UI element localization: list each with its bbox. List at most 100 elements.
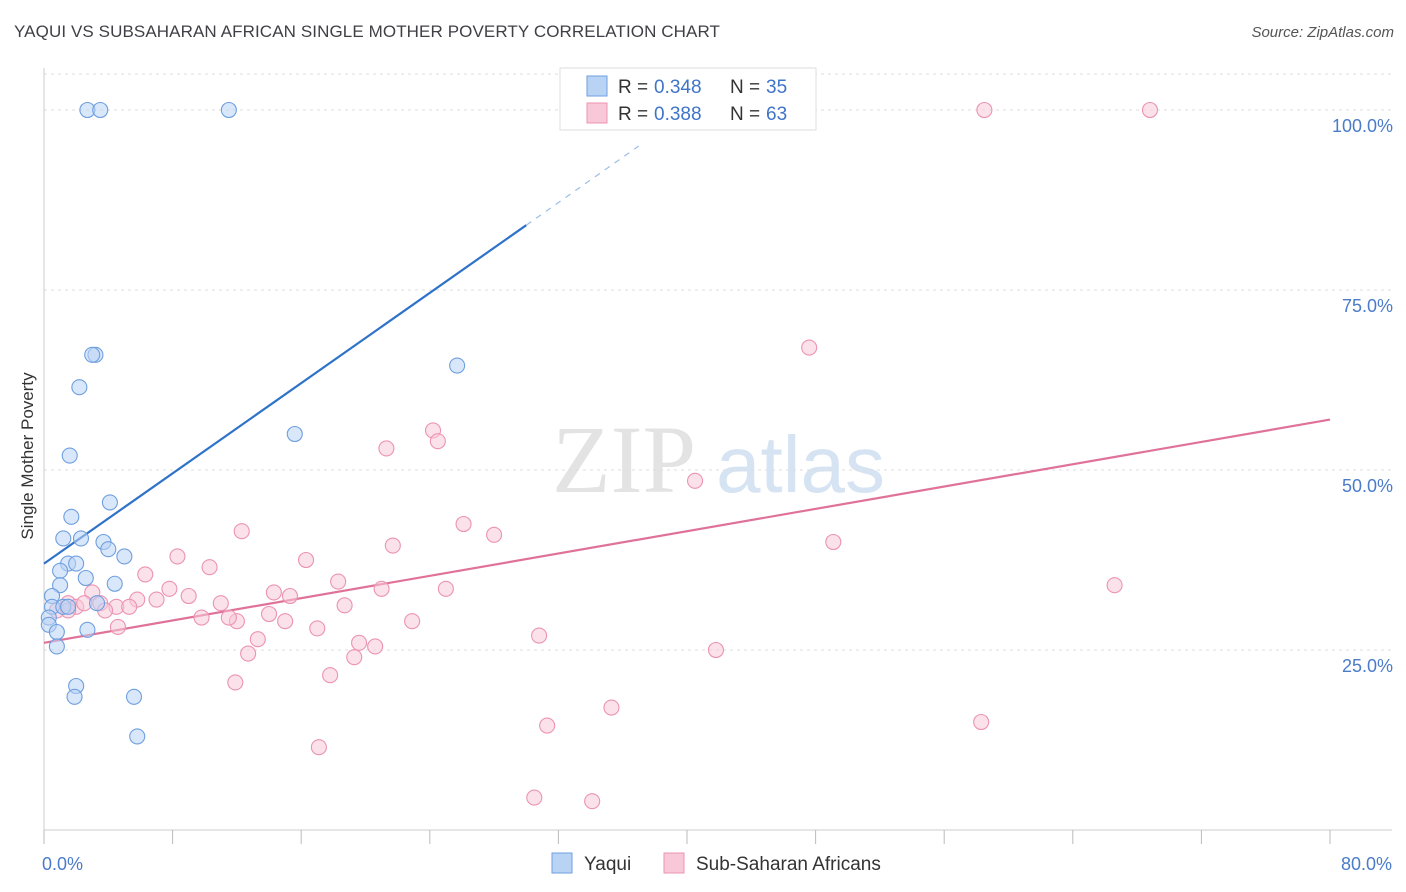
- bottom-legend-yaqui-swatch: [551, 852, 573, 874]
- point-ssa-49: [351, 634, 368, 651]
- point-ssa-44: [309, 620, 326, 637]
- point-yaqui-1: [92, 101, 109, 119]
- point-ssa-34: [336, 597, 353, 614]
- point-ssa-5: [378, 440, 395, 457]
- point-yaqui-21: [106, 575, 123, 592]
- point-ssa-8: [233, 523, 250, 540]
- point-ssa-58: [310, 739, 327, 756]
- point-ssa-54: [322, 667, 339, 684]
- point-yaqui-19: [77, 569, 94, 587]
- legend-yaqui-n: 35: [766, 77, 787, 98]
- bottom-legend: Yaqui Sub-Saharan Africans: [551, 852, 881, 875]
- axes: [43, 68, 1392, 844]
- point-ssa-19: [373, 580, 390, 597]
- y-tick-label-1: 50.0%: [1342, 476, 1393, 496]
- legend-ssa-r-label: R =: [618, 104, 648, 125]
- legend-ssa-n: 63: [766, 104, 787, 125]
- point-ssa-17: [1106, 577, 1123, 594]
- point-ssa-22: [265, 584, 282, 601]
- point-ssa-15: [137, 566, 154, 583]
- y-tick-label-0: 25.0%: [1342, 656, 1393, 676]
- legend-yaqui-r-label: R =: [618, 77, 648, 98]
- point-ssa-20: [437, 580, 454, 597]
- point-ssa-52: [707, 641, 724, 659]
- point-ssa-57: [973, 713, 990, 731]
- point-yaqui-6: [449, 357, 466, 374]
- point-ssa-38: [260, 605, 278, 623]
- point-yaqui-30: [79, 621, 96, 638]
- point-yaqui-9: [101, 494, 118, 511]
- point-ssa-23: [180, 587, 197, 605]
- point-ssa-51: [346, 649, 363, 666]
- legend-yaqui-n-label: N =: [730, 77, 760, 98]
- watermark-zip: ZIP: [552, 406, 696, 513]
- point-ssa-50: [367, 638, 384, 655]
- point-ssa-16: [330, 573, 347, 590]
- point-ssa-12: [169, 548, 186, 565]
- point-yaqui-8: [61, 447, 78, 464]
- point-ssa-7: [455, 515, 472, 533]
- point-yaqui-14: [100, 541, 117, 558]
- y-axis-label: Single Mother Poverty: [18, 372, 37, 540]
- point-yaqui-25: [60, 598, 77, 615]
- legend-yaqui-swatch: [586, 75, 608, 97]
- legend-ssa-n-label: N =: [730, 104, 760, 125]
- x-tick-max: 80.0%: [1341, 854, 1392, 874]
- legend-ssa-r: 0.388: [654, 104, 702, 125]
- point-yaqui-20: [52, 577, 69, 594]
- point-yaqui-7: [286, 425, 303, 443]
- bottom-legend-ssa-label: Sub-Saharan Africans: [696, 854, 881, 875]
- point-ssa-26: [148, 591, 165, 608]
- trend-line-yaqui-extension: [525, 145, 640, 226]
- source-credit: Source: ZipAtlas.com: [1251, 24, 1394, 41]
- point-ssa-46: [531, 627, 548, 644]
- point-ssa-43: [404, 613, 421, 630]
- bottom-legend-ssa-swatch: [663, 852, 685, 874]
- point-yaqui-18: [52, 562, 69, 579]
- point-ssa-6: [686, 472, 704, 489]
- point-ssa-53: [227, 674, 244, 691]
- point-ssa-18: [161, 580, 178, 597]
- tick-labels: 25.0% 50.0% 75.0% 100.0%: [1332, 116, 1393, 676]
- point-yaqui-10: [63, 508, 80, 525]
- point-ssa-40: [220, 609, 237, 626]
- point-yaqui-31: [48, 638, 65, 655]
- point-ssa-33: [212, 595, 229, 612]
- legend-yaqui-r: 0.348: [654, 77, 702, 98]
- point-ssa-11: [825, 533, 842, 551]
- chart-title: YAQUI VS SUBSAHARAN AFRICAN SINGLE MOTHE…: [14, 22, 721, 41]
- point-ssa-56: [539, 717, 556, 734]
- point-yaqui-2: [220, 101, 237, 119]
- point-ssa-48: [240, 645, 257, 662]
- point-yaqui-29: [48, 623, 65, 641]
- point-ssa-32: [121, 598, 138, 615]
- point-yaqui-4: [84, 346, 101, 363]
- watermark-atlas: atlas: [716, 420, 885, 509]
- point-ssa-2: [801, 339, 818, 356]
- point-ssa-14: [201, 559, 218, 576]
- point-yaqui-34: [125, 688, 143, 705]
- y-tick-label-2: 75.0%: [1342, 296, 1393, 316]
- y-tick-label-3: 100.0%: [1332, 116, 1393, 136]
- points: [40, 101, 1159, 810]
- point-ssa-24: [281, 587, 298, 605]
- point-yaqui-12: [72, 530, 90, 547]
- point-yaqui-35: [129, 728, 146, 745]
- point-ssa-13: [297, 551, 315, 569]
- legend-ssa-swatch: [586, 102, 608, 124]
- point-ssa-4: [429, 433, 446, 450]
- point-ssa-42: [277, 613, 294, 630]
- legend-box: R = 0.348 N = 35 R = 0.388 N = 63: [559, 67, 817, 131]
- point-ssa-60: [584, 793, 601, 810]
- point-yaqui-33: [66, 688, 83, 705]
- point-ssa-10: [384, 537, 401, 554]
- point-ssa-47: [249, 631, 266, 648]
- point-ssa-41: [193, 609, 210, 626]
- point-yaqui-11: [55, 530, 72, 547]
- x-tick-min: 0.0%: [42, 854, 83, 874]
- point-yaqui-5: [71, 379, 88, 396]
- point-ssa-45: [109, 618, 126, 636]
- point-ssa-0: [976, 101, 993, 119]
- trend-lines: [43, 145, 1331, 644]
